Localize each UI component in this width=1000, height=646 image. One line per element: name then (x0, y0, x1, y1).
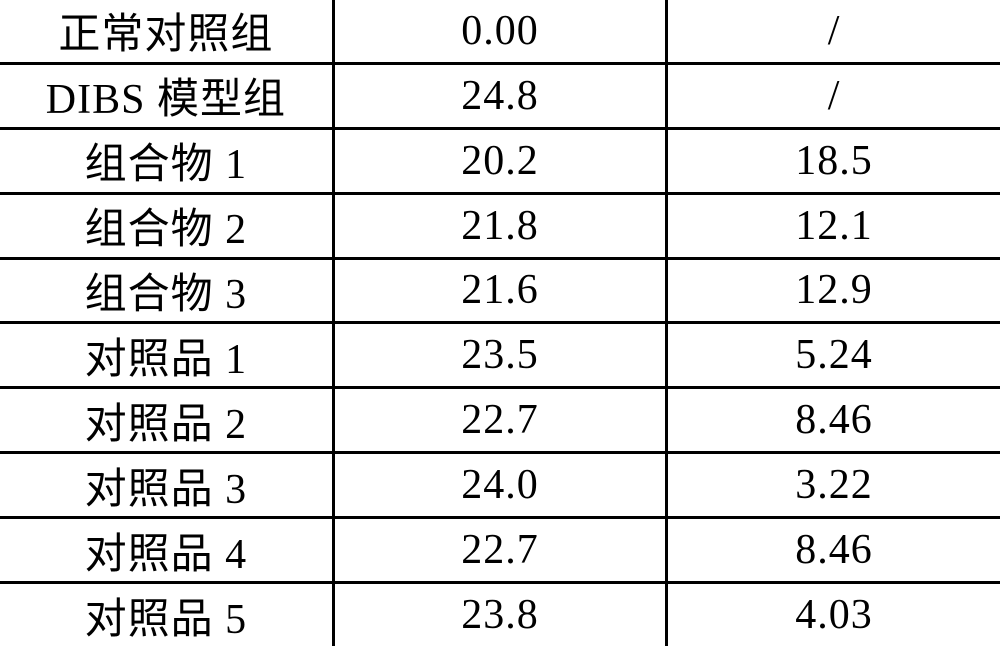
cell-value1: 21.6 (333, 258, 666, 323)
cell-value2: 12.9 (667, 258, 1000, 323)
data-table: 正常对照组 0.00 / DIBS 模型组 24.8 / 组合物 1 20.2 … (0, 0, 1000, 646)
cell-value2: 8.46 (667, 518, 1000, 583)
cell-group: 对照品 4 (0, 518, 333, 583)
cell-value1: 24.0 (333, 453, 666, 518)
table-row: 对照品 3 24.0 3.22 (0, 453, 1000, 518)
cell-value2: 5.24 (667, 323, 1000, 388)
cell-group: 对照品 5 (0, 583, 333, 646)
cell-group: DIBS 模型组 (0, 63, 333, 128)
table-row: 对照品 1 23.5 5.24 (0, 323, 1000, 388)
cell-group: 对照品 1 (0, 323, 333, 388)
cell-value1: 0.00 (333, 0, 666, 63)
cell-group: 正常对照组 (0, 0, 333, 63)
cell-value2: 3.22 (667, 453, 1000, 518)
cell-group: 组合物 3 (0, 258, 333, 323)
cell-value2: / (667, 0, 1000, 63)
cell-group: 组合物 2 (0, 193, 333, 258)
cell-value1: 22.7 (333, 388, 666, 453)
cell-value1: 24.8 (333, 63, 666, 128)
table-row: 组合物 1 20.2 18.5 (0, 128, 1000, 193)
cell-value2: / (667, 63, 1000, 128)
table-row: 正常对照组 0.00 / (0, 0, 1000, 63)
table-row: 对照品 4 22.7 8.46 (0, 518, 1000, 583)
cell-value1: 23.8 (333, 583, 666, 646)
cell-value1: 23.5 (333, 323, 666, 388)
cell-group: 对照品 3 (0, 453, 333, 518)
cell-group: 对照品 2 (0, 388, 333, 453)
table-row: 对照品 5 23.8 4.03 (0, 583, 1000, 646)
cell-value2: 18.5 (667, 128, 1000, 193)
table-row: DIBS 模型组 24.8 / (0, 63, 1000, 128)
cell-value1: 22.7 (333, 518, 666, 583)
cell-value2: 12.1 (667, 193, 1000, 258)
cell-value2: 8.46 (667, 388, 1000, 453)
cell-value2: 4.03 (667, 583, 1000, 646)
cell-value1: 20.2 (333, 128, 666, 193)
table-row: 组合物 3 21.6 12.9 (0, 258, 1000, 323)
table-container: 正常对照组 0.00 / DIBS 模型组 24.8 / 组合物 1 20.2 … (0, 0, 1000, 646)
cell-group: 组合物 1 (0, 128, 333, 193)
cell-value1: 21.8 (333, 193, 666, 258)
table-row: 对照品 2 22.7 8.46 (0, 388, 1000, 453)
table-row: 组合物 2 21.8 12.1 (0, 193, 1000, 258)
